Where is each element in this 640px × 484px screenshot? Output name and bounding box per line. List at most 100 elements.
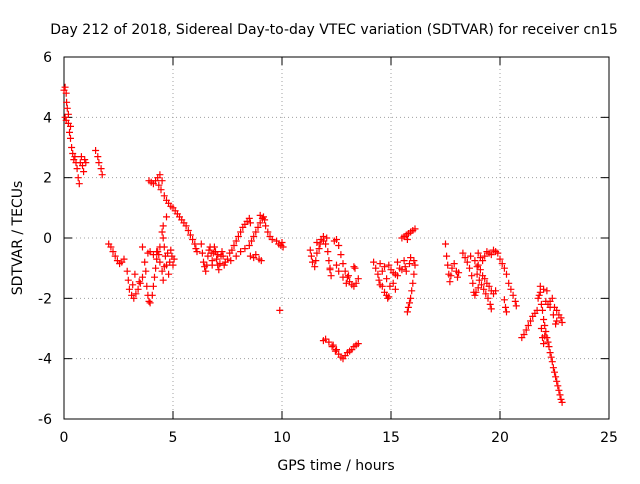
data-point <box>261 216 269 224</box>
data-point <box>107 243 115 251</box>
data-point <box>184 227 192 234</box>
chart-title: Day 212 of 2018, Sidereal Day-to-day VTE… <box>50 22 618 38</box>
data-point <box>468 272 476 280</box>
data-point <box>158 267 166 275</box>
data-point <box>66 128 73 136</box>
data-point <box>325 338 333 346</box>
data-point <box>125 285 133 293</box>
data-point <box>500 264 508 272</box>
data-point <box>527 317 534 325</box>
data-point <box>67 122 74 130</box>
x-tick-label: 20 <box>491 430 509 446</box>
data-point <box>81 156 89 164</box>
data-point <box>182 222 190 230</box>
data-points <box>60 83 566 406</box>
data-point <box>472 288 480 296</box>
data-point <box>132 290 140 298</box>
data-point <box>333 261 340 269</box>
data-point <box>383 275 391 283</box>
data-point <box>442 240 449 248</box>
data-point <box>467 252 475 260</box>
data-point <box>542 328 550 335</box>
data-point <box>156 258 164 266</box>
data-point <box>136 279 144 287</box>
data-point <box>384 294 392 302</box>
data-point <box>141 258 149 266</box>
data-point <box>252 228 260 236</box>
data-point <box>315 245 323 253</box>
data-point <box>159 276 167 284</box>
data-point <box>335 242 343 249</box>
data-point <box>153 248 161 256</box>
data-point <box>120 255 128 263</box>
data-point <box>496 255 504 263</box>
data-point <box>339 273 347 281</box>
data-point <box>156 171 164 179</box>
data-point <box>351 264 359 272</box>
data-point <box>512 302 520 310</box>
data-point <box>149 251 157 259</box>
data-point <box>208 261 216 269</box>
data-point <box>407 294 415 302</box>
data-point <box>485 282 493 290</box>
data-point <box>68 144 76 151</box>
data-point <box>97 165 105 173</box>
data-point <box>354 275 362 283</box>
data-point <box>129 281 137 289</box>
data-point <box>345 272 352 280</box>
data-point <box>549 311 557 319</box>
data-point <box>444 261 452 269</box>
data-point <box>246 252 254 260</box>
data-point <box>254 223 262 231</box>
data-point <box>279 243 287 251</box>
data-point <box>256 219 264 227</box>
data-point <box>276 306 284 314</box>
data-point <box>480 285 488 293</box>
y-tick-label: 0 <box>43 231 52 247</box>
data-point <box>224 255 231 263</box>
data-point <box>262 222 270 230</box>
data-point <box>73 165 81 173</box>
data-point <box>160 243 168 251</box>
data-point <box>198 249 206 257</box>
data-point <box>406 260 413 268</box>
data-point <box>454 273 461 281</box>
data-point <box>479 257 487 265</box>
data-point <box>71 153 79 161</box>
data-point <box>410 270 418 278</box>
data-point <box>354 340 362 348</box>
data-point <box>398 266 406 274</box>
x-tick-label: 0 <box>60 430 69 446</box>
data-point <box>524 322 532 329</box>
x-tick-label: 15 <box>382 430 400 446</box>
data-point <box>163 261 170 269</box>
data-point <box>143 282 151 290</box>
data-point <box>407 254 415 262</box>
data-point <box>503 270 510 278</box>
data-point <box>486 300 494 308</box>
data-point <box>312 257 320 265</box>
data-point <box>553 306 561 314</box>
data-point <box>157 186 165 194</box>
data-point <box>372 264 380 272</box>
data-point <box>389 279 397 287</box>
data-point <box>146 299 154 307</box>
data-point <box>500 296 508 304</box>
x-axis-label: GPS time / hours <box>277 458 394 474</box>
y-tick-label: 6 <box>43 50 52 66</box>
data-point <box>152 264 160 272</box>
data-point <box>546 303 554 311</box>
data-point <box>455 269 463 277</box>
data-point <box>447 272 455 280</box>
data-point <box>448 264 456 272</box>
data-point <box>337 251 345 259</box>
data-point <box>230 242 238 249</box>
data-point <box>335 267 343 275</box>
data-point <box>459 249 467 257</box>
data-point <box>545 343 553 351</box>
data-point <box>227 257 235 265</box>
data-point <box>252 251 260 259</box>
y-tick-label: 2 <box>43 171 52 187</box>
data-point <box>352 279 360 287</box>
data-point <box>474 284 482 292</box>
